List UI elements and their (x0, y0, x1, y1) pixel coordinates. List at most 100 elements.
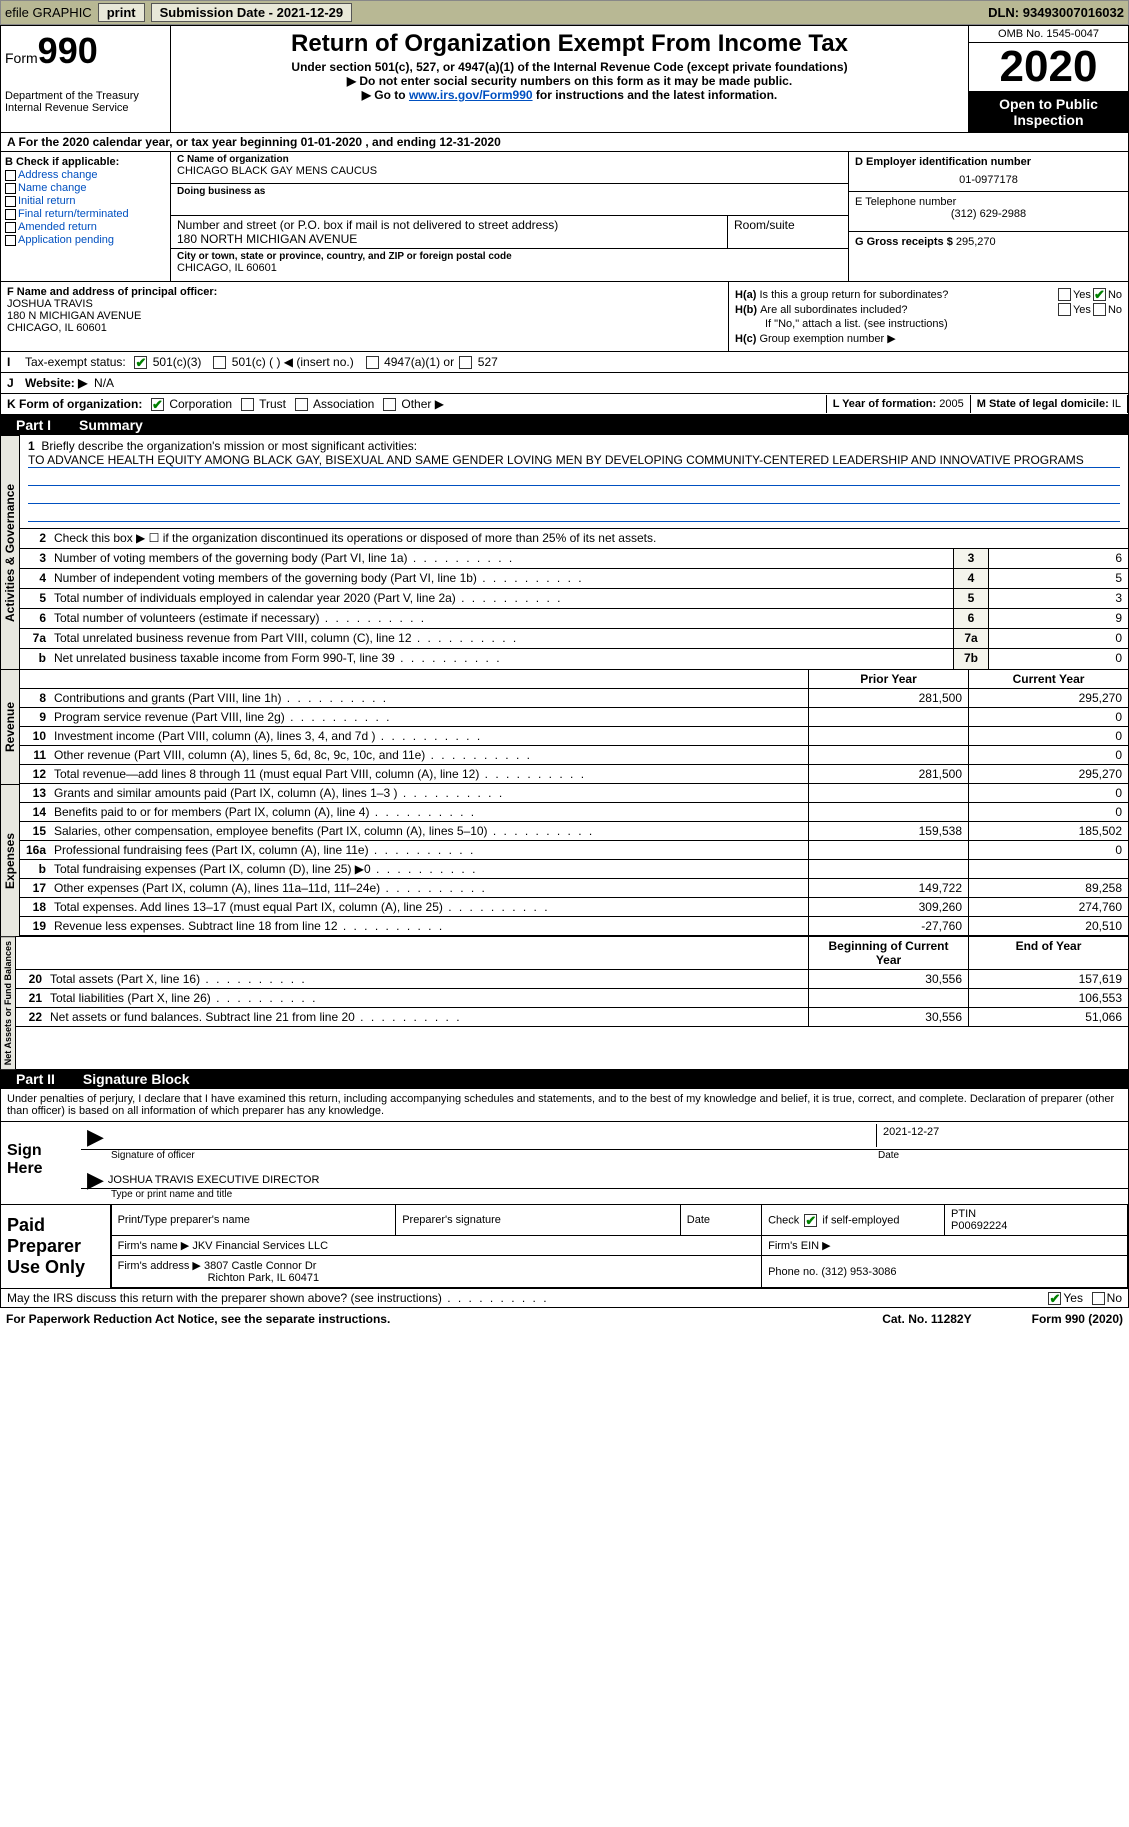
row-j-website: J Website: ▶ N/A (0, 373, 1129, 394)
hb-no-checkbox[interactable] (1093, 303, 1106, 316)
part2-header: Part II Signature Block (0, 1069, 1129, 1089)
firm-phone-cell: Phone no. (312) 953-3086 (762, 1256, 1128, 1288)
form-header: Form990 Department of the Treasury Inter… (0, 25, 1129, 133)
website-value: N/A (94, 376, 114, 390)
phone-value: (312) 629-2988 (855, 208, 1122, 220)
irs-label: Internal Revenue Service (5, 102, 166, 114)
open-to-public: Open to Public Inspection (969, 92, 1128, 132)
table-row: 21Total liabilities (Part X, line 26)106… (16, 989, 1128, 1008)
ha-yes-checkbox[interactable] (1058, 288, 1071, 301)
table-row: 14Benefits paid to or for members (Part … (20, 803, 1128, 822)
print-button[interactable]: print (98, 3, 145, 22)
org-name-cell: C Name of organization CHICAGO BLACK GAY… (171, 152, 848, 184)
table-row: 17Other expenses (Part IX, column (A), l… (20, 879, 1128, 898)
table-row: 9Program service revenue (Part VIII, lin… (20, 708, 1128, 727)
paid-preparer-label: Paid Preparer Use Only (1, 1205, 111, 1288)
org-name: CHICAGO BLACK GAY MENS CAUCUS (177, 165, 842, 177)
prep-date-hdr: Date (680, 1205, 761, 1236)
gov-line: 6Total number of volunteers (estimate if… (20, 609, 1128, 629)
state-domicile: M State of legal domicile: IL (970, 395, 1128, 413)
chk-app-pending[interactable]: Application pending (5, 234, 166, 246)
tax-year: 2020 (969, 43, 1128, 92)
omb-number: OMB No. 1545-0047 (969, 26, 1128, 43)
discuss-no-checkbox[interactable] (1092, 1292, 1105, 1305)
revenue-header: Prior Year Current Year (20, 669, 1128, 689)
phone-cell: E Telephone number (312) 629-2988 (849, 192, 1128, 232)
section-governance: Activities & Governance 1 Briefly descri… (0, 435, 1129, 669)
table-row: 15Salaries, other compensation, employee… (20, 822, 1128, 841)
table-row: 8Contributions and grants (Part VIII, li… (20, 689, 1128, 708)
mission-text: TO ADVANCE HEALTH EQUITY AMONG BLACK GAY… (28, 453, 1120, 468)
chk-501c3[interactable] (134, 356, 147, 369)
gov-line: 3Number of voting members of the governi… (20, 549, 1128, 569)
city-value: CHICAGO, IL 60601 (177, 262, 842, 274)
form-number: Form990 (5, 30, 166, 72)
discuss-row: May the IRS discuss this return with the… (0, 1289, 1129, 1308)
chk-trust[interactable] (241, 398, 254, 411)
prep-name-hdr: Print/Type preparer's name (111, 1205, 396, 1236)
chk-final-return[interactable]: Final return/terminated (5, 208, 166, 220)
netassets-header: Beginning of Current Year End of Year (16, 936, 1128, 970)
section-revenue: Revenue Prior Year Current Year 8Contrib… (0, 669, 1129, 784)
line2-text: Check this box ▶ ☐ if the organization d… (50, 529, 1128, 548)
vlabel-expenses: Expenses (0, 784, 20, 936)
chk-name-change[interactable]: Name change (5, 182, 166, 194)
ptin-cell: PTIN P00692224 (945, 1205, 1128, 1236)
form990-link[interactable]: www.irs.gov/Form990 (409, 88, 533, 102)
gross-receipts-value: 295,270 (956, 236, 996, 248)
chk-other[interactable] (383, 398, 396, 411)
chk-amended[interactable]: Amended return (5, 221, 166, 233)
table-row: 12Total revenue—add lines 8 through 11 (… (20, 765, 1128, 784)
officer-name: JOSHUA TRAVIS (7, 298, 722, 310)
chk-initial-return[interactable]: Initial return (5, 195, 166, 207)
efile-top-bar: efile GRAPHIC print Submission Date - 20… (0, 0, 1129, 25)
year-formation: L Year of formation: 2005 (826, 395, 970, 413)
column-b: B Check if applicable: Address change Na… (1, 152, 171, 281)
table-row: 16aProfessional fundraising fees (Part I… (20, 841, 1128, 860)
street-cell: Number and street (or P.O. box if mail i… (171, 216, 848, 249)
table-row: 20Total assets (Part X, line 16)30,55615… (16, 970, 1128, 989)
chk-corp[interactable] (151, 398, 164, 411)
officer-addr1: 180 N MICHIGAN AVENUE (7, 310, 722, 322)
table-row: 19Revenue less expenses. Subtract line 1… (20, 917, 1128, 936)
row-klm: K Form of organization: Corporation Trus… (0, 394, 1129, 415)
sign-here-block: Sign Here ▶ 2021-12-27 Signature of offi… (0, 1122, 1129, 1205)
vlabel-revenue: Revenue (0, 669, 20, 784)
hb-yes-checkbox[interactable] (1058, 303, 1071, 316)
header-center: Return of Organization Exempt From Incom… (171, 26, 968, 132)
principal-officer: F Name and address of principal officer:… (1, 282, 728, 351)
column-deg: D Employer identification number 01-0977… (848, 152, 1128, 281)
discuss-yes-checkbox[interactable] (1048, 1292, 1061, 1305)
efile-label: efile GRAPHIC (5, 5, 92, 20)
ein-cell: D Employer identification number 01-0977… (849, 152, 1128, 192)
header-right: OMB No. 1545-0047 2020 Open to Public In… (968, 26, 1128, 132)
row-i-tax-status: I Tax-exempt status: 501(c)(3) 501(c) ( … (0, 352, 1129, 373)
table-row: 18Total expenses. Add lines 13–17 (must … (20, 898, 1128, 917)
part1-header: Part I Summary (0, 415, 1129, 435)
b-label: B Check if applicable: (5, 156, 166, 168)
group-return-block: H(a) Is this a group return for subordin… (728, 282, 1128, 351)
identity-block: B Check if applicable: Address change Na… (0, 152, 1129, 282)
signature-declaration: Under penalties of perjury, I declare th… (0, 1089, 1129, 1122)
officer-typed-name: JOSHUA TRAVIS EXECUTIVE DIRECTOR (108, 1174, 320, 1186)
column-c: C Name of organization CHICAGO BLACK GAY… (171, 152, 848, 281)
chk-address-change[interactable]: Address change (5, 169, 166, 181)
ha-no-checkbox[interactable] (1093, 288, 1106, 301)
firm-name-cell: Firm's name ▶ JKV Financial Services LLC (111, 1236, 762, 1256)
chk-527[interactable] (459, 356, 472, 369)
gov-line: 5Total number of individuals employed in… (20, 589, 1128, 609)
table-row: bTotal fundraising expenses (Part IX, co… (20, 860, 1128, 879)
sig-date: 2021-12-27 (876, 1124, 1126, 1147)
gov-line: 7aTotal unrelated business revenue from … (20, 629, 1128, 649)
city-cell: City or town, state or province, country… (171, 249, 848, 281)
subtitle-2: ▶ Do not enter social security numbers o… (175, 74, 964, 88)
footer-line: For Paperwork Reduction Act Notice, see … (0, 1308, 1129, 1330)
section-netassets: Net Assets or Fund Balances Beginning of… (0, 936, 1129, 1069)
chk-4947[interactable] (366, 356, 379, 369)
row-fh: F Name and address of principal officer:… (0, 282, 1129, 352)
chk-assoc[interactable] (295, 398, 308, 411)
chk-501c[interactable] (213, 356, 226, 369)
firm-addr-cell: Firm's address ▶ 3807 Castle Connor Dr R… (111, 1256, 762, 1288)
header-left: Form990 Department of the Treasury Inter… (1, 26, 171, 132)
chk-self-employed[interactable] (804, 1214, 817, 1227)
